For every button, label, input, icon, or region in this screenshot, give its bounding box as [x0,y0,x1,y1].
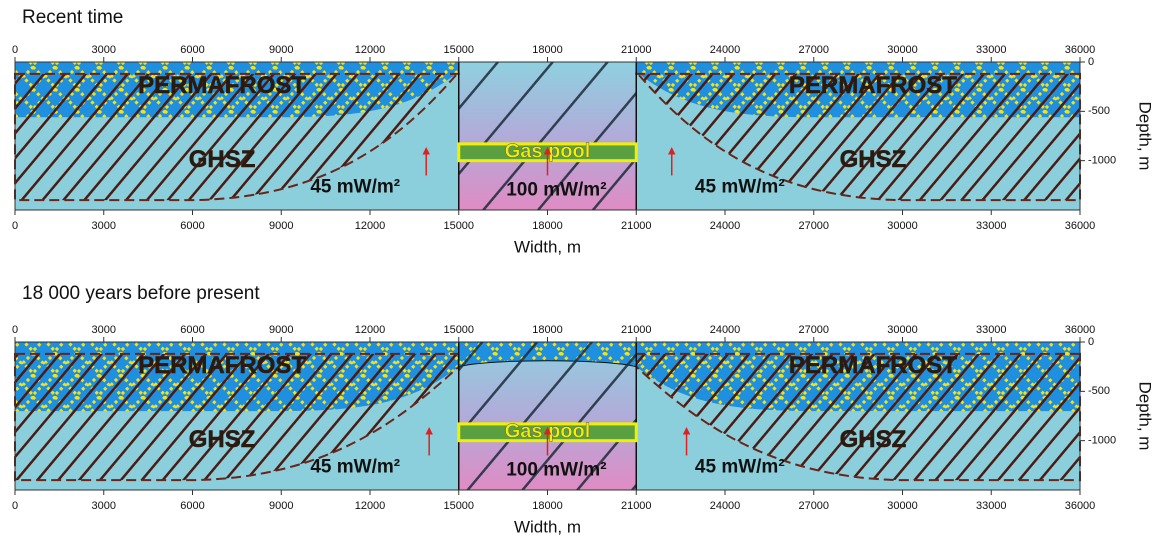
x-tick-label: 30000 [887,44,918,56]
y-tick-label: -500 [1088,105,1110,117]
x-tick-label: 21000 [621,500,652,512]
x-tick-label: 21000 [621,220,652,232]
x-tick-label: 3000 [92,324,116,336]
zone-label: GHSZ [840,426,907,453]
x-tick-label: 12000 [355,220,386,232]
panel-title: Recent time [22,7,123,28]
x-tick-label: 18000 [532,220,563,232]
x-tick-label: 21000 [621,324,652,336]
zone-label: PERMAFROST [138,72,306,99]
x-tick-label: 21000 [621,44,652,56]
x-tick-label: 27000 [798,500,829,512]
heat-flow-label: 45 mW/m² [310,456,400,477]
x-tick-label: 3000 [92,44,116,56]
x-tick-label: 12000 [355,44,386,56]
y-tick-label: 0 [1088,336,1094,348]
x-tick-label: 12000 [355,500,386,512]
y-tick-label: 0 [1088,56,1094,68]
x-tick-label: 9000 [269,500,293,512]
x-tick-label: 33000 [976,324,1007,336]
x-tick-label: 6000 [180,324,204,336]
x-tick-label: 33000 [976,44,1007,56]
x-tick-label: 27000 [798,324,829,336]
x-tick-label: 24000 [710,324,741,336]
x-tick-label: 0 [12,220,18,232]
zone-label: GHSZ [189,426,256,453]
x-tick-label: 24000 [710,500,741,512]
figure: Recent timeGas poolPERMAFROSTPERMAFROSTG… [0,0,1157,552]
heat-flow-label: 45 mW/m² [695,176,785,197]
x-tick-label: 36000 [1065,44,1096,56]
x-tick-label: 0 [12,500,18,512]
x-tick-label: 33000 [976,500,1007,512]
x-tick-label: 15000 [443,324,474,336]
zone-label: PERMAFROST [138,352,306,379]
y-tick-label: -1000 [1088,155,1116,167]
zone-label: PERMAFROST [789,72,957,99]
heat-flow-label: 45 mW/m² [695,456,785,477]
heat-flow-label: 45 mW/m² [310,176,400,197]
x-tick-label: 9000 [269,44,293,56]
heat-flow-label: 100 mW/m² [506,179,606,200]
x-tick-label: 18000 [532,44,563,56]
heat-flow-label: 100 mW/m² [506,459,606,480]
x-tick-label: 27000 [798,220,829,232]
x-tick-label: 36000 [1065,324,1096,336]
x-tick-label: 24000 [710,44,741,56]
x-tick-label: 33000 [976,220,1007,232]
x-tick-label: 18000 [532,324,563,336]
panel-title: 18 000 years before present [22,283,260,304]
x-tick-label: 0 [12,44,18,56]
x-tick-label: 30000 [887,500,918,512]
zone-label: PERMAFROST [789,352,957,379]
x-tick-label: 0 [12,324,18,336]
y-tick-label: -1000 [1088,435,1116,447]
x-tick-label: 6000 [180,44,204,56]
x-tick-label: 9000 [269,220,293,232]
x-tick-label: 9000 [269,324,293,336]
x-axis-label: Width, m [514,237,581,256]
x-tick-label: 3000 [92,500,116,512]
zone-label: GHSZ [189,146,256,173]
x-tick-label: 6000 [180,220,204,232]
y-axis-label: Depth, m [1136,102,1155,171]
x-tick-label: 30000 [887,220,918,232]
zone-label: GHSZ [840,146,907,173]
y-axis-label: Depth, m [1136,382,1155,451]
x-axis-label: Width, m [514,517,581,536]
x-tick-label: 30000 [887,324,918,336]
x-tick-label: 36000 [1065,220,1096,232]
x-tick-label: 6000 [180,500,204,512]
x-tick-label: 18000 [532,500,563,512]
x-tick-label: 15000 [443,44,474,56]
x-tick-label: 15000 [443,220,474,232]
x-tick-label: 3000 [92,220,116,232]
x-tick-label: 15000 [443,500,474,512]
x-tick-label: 27000 [798,44,829,56]
x-tick-label: 12000 [355,324,386,336]
x-tick-label: 24000 [710,220,741,232]
y-tick-label: -500 [1088,385,1110,397]
x-tick-label: 36000 [1065,500,1096,512]
